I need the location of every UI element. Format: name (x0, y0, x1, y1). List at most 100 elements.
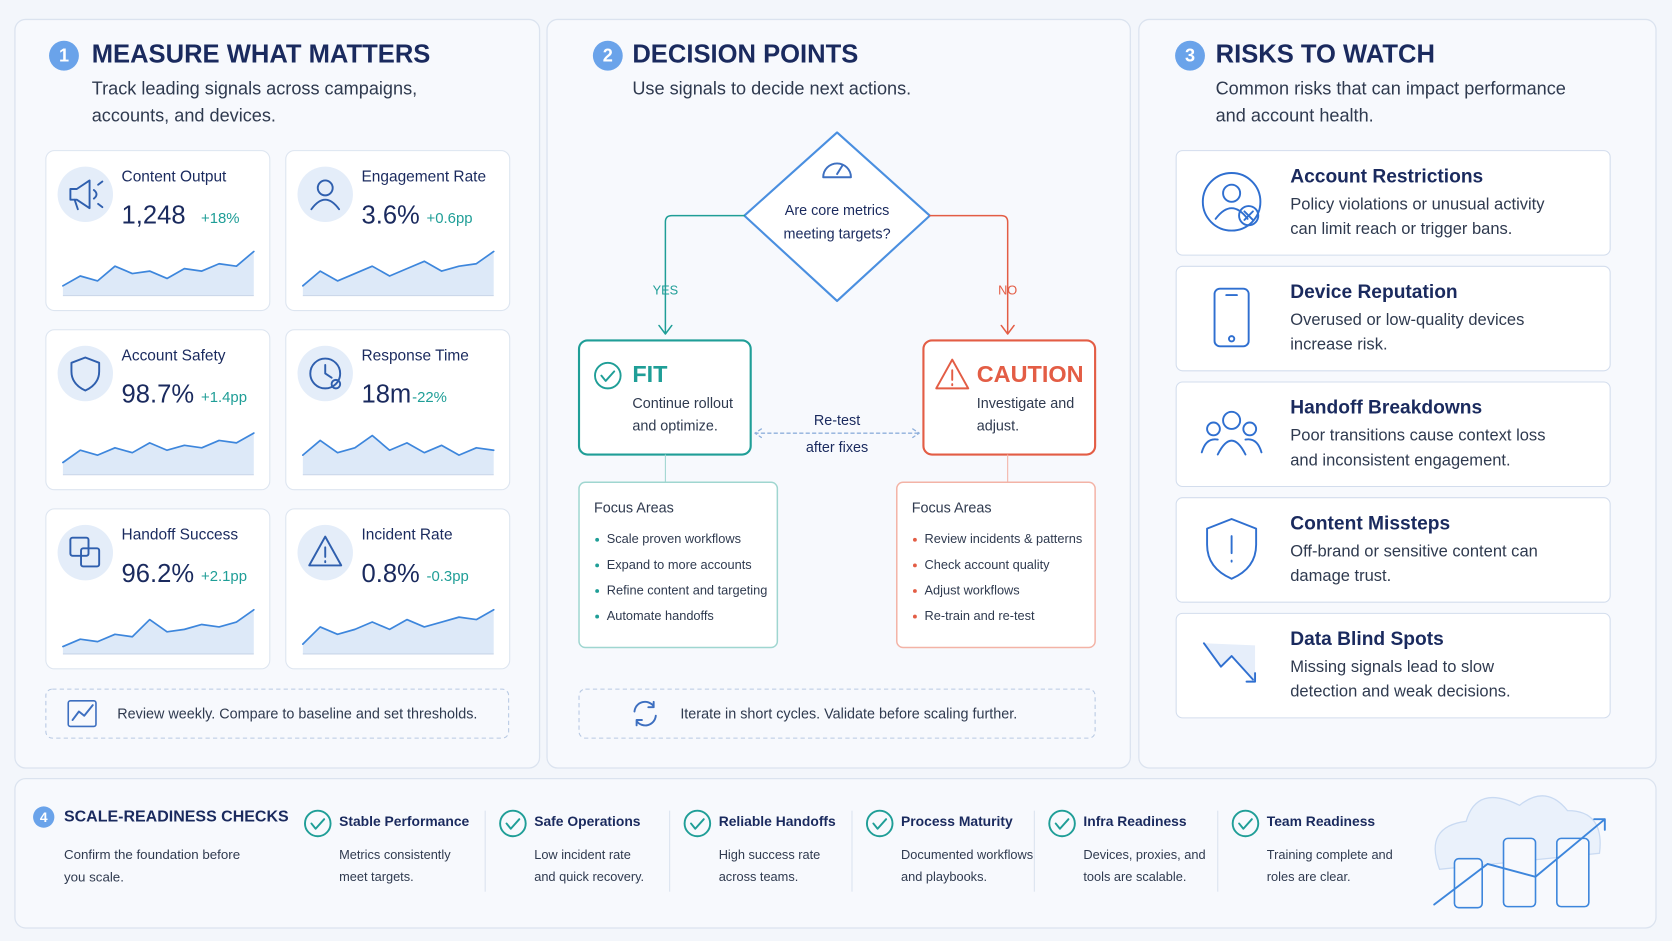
metric-value: 98.7% (122, 381, 195, 409)
bullet (595, 614, 600, 619)
sparkline (301, 250, 495, 287)
section-title: RISKS TO WATCH (1216, 40, 1435, 68)
outcome-text: Investigate and (977, 396, 1075, 412)
check-text: tools are scalable. (1083, 869, 1186, 884)
focus-item: Scale proven workflows (607, 531, 741, 546)
bullet (912, 563, 917, 568)
metric-change: -22% (412, 389, 447, 406)
outcome-title: FIT (632, 361, 668, 387)
check-title: Process Maturity (901, 813, 1013, 829)
icon (67, 700, 97, 728)
check-title: Safe Operations (534, 813, 641, 829)
icon (822, 162, 852, 179)
focus-item: Automate handoffs (607, 608, 714, 623)
focus-title: Focus Areas (594, 501, 674, 517)
metric-label: Handoff Success (122, 527, 239, 544)
note-box (45, 688, 510, 739)
metric-value: 3.6% (361, 201, 419, 229)
risk-title: Content Missteps (1290, 513, 1450, 534)
metric-label: Response Time (361, 347, 468, 364)
metric-change: +0.6pp (427, 210, 473, 227)
badge-number: 1 (59, 46, 69, 66)
question: Are core metrics (785, 203, 890, 219)
icon (324, 363, 333, 379)
retest-text: Re-test (814, 413, 860, 429)
icon (1222, 410, 1242, 430)
sparkline-area (62, 609, 254, 654)
number-badge (592, 40, 623, 71)
badge-number: 4 (40, 809, 48, 825)
check-title: Team Readiness (1267, 813, 1376, 829)
outcome-text: and optimize. (632, 419, 718, 435)
icon (690, 818, 705, 830)
icon (1054, 818, 1070, 830)
number-badge (49, 40, 79, 71)
sparkline-area (62, 251, 254, 296)
check-text: Low incident rate (534, 847, 631, 862)
bullet (595, 589, 600, 593)
section-subtitle: and account health. (1216, 105, 1374, 125)
risk-card (1175, 497, 1611, 603)
icon (1203, 643, 1256, 682)
icon (505, 818, 521, 830)
section-subtitle: Confirm the foundation before (64, 847, 240, 862)
icon (71, 704, 94, 721)
icon (70, 356, 101, 392)
check-text: High success rate (719, 847, 821, 862)
connector (658, 214, 746, 335)
bullet (912, 614, 917, 619)
icon (80, 547, 101, 568)
check-text: Devices, proxies, and (1083, 847, 1205, 862)
icon (1214, 207, 1249, 220)
focus-item: Refine content and targeting (607, 582, 768, 597)
icon-bg (57, 524, 114, 581)
metric-change: -0.3pp (427, 568, 469, 585)
focus-title: Focus Areas (912, 501, 992, 517)
icon (69, 179, 104, 211)
sparkline-area (302, 251, 494, 296)
section-subtitle: you scale. (64, 869, 124, 884)
risk-text: Policy violations or unusual activity (1290, 194, 1545, 213)
icon-bg (57, 166, 114, 223)
check-text: meet targets. (339, 869, 414, 884)
panel (14, 778, 1657, 929)
check-title: Infra Readiness (1083, 813, 1187, 829)
outcome-text: adjust. (977, 419, 1019, 435)
icon (1222, 183, 1242, 203)
check-title: Reliable Handoffs (719, 813, 836, 829)
icon (872, 818, 888, 830)
outcome-box (922, 339, 1097, 456)
risk-card (1175, 612, 1611, 719)
illustration (1453, 857, 1483, 909)
check-text: Documented workflows (901, 847, 1033, 862)
focus-item: Re-train and re-test (925, 608, 1036, 623)
metric-value: 18m (361, 381, 411, 409)
risk-title: Handoff Breakdowns (1290, 398, 1482, 419)
risk-text: detection and weak decisions. (1290, 682, 1510, 701)
check-title: Stable Performance (339, 813, 469, 829)
metric-change: +18% (201, 210, 240, 227)
question: meeting targets? (784, 227, 891, 243)
icon (1048, 809, 1076, 838)
focus-box (578, 481, 779, 649)
metric-change: +1.4pp (201, 389, 247, 406)
section-subtitle: Track leading signals across campaigns, (92, 79, 417, 99)
icon (1242, 421, 1258, 437)
retest-arrow (754, 428, 920, 439)
risk-card (1175, 150, 1611, 256)
icon (1206, 421, 1221, 437)
branch-label: NO (998, 283, 1017, 298)
branch-label: YES (653, 283, 679, 298)
check-text: and playbooks. (901, 869, 987, 884)
section-title: MEASURE WHAT MATTERS (92, 40, 431, 68)
section-subtitle: Common risks that can impact performance (1216, 79, 1566, 99)
icon (304, 809, 332, 838)
focus-item: Adjust workflows (925, 582, 1020, 597)
risk-text: damage trust. (1290, 566, 1391, 585)
icon (1202, 642, 1257, 683)
note-text: Review weekly. Compare to baseline and s… (117, 706, 477, 722)
badge-number: 3 (1185, 46, 1195, 66)
metric-value: 1,248 (122, 201, 186, 229)
sparkline (301, 434, 495, 456)
